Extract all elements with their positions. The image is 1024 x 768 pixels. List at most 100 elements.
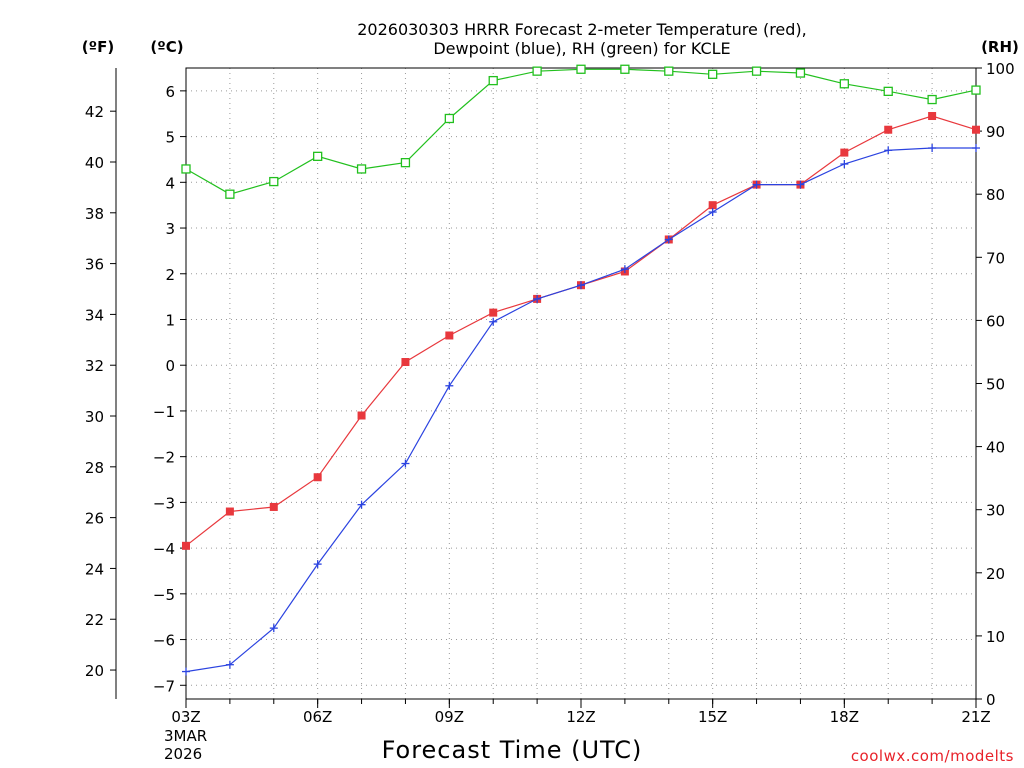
rh-point bbox=[751, 66, 762, 76]
rh-tick-label: 40 bbox=[986, 439, 1005, 457]
celsius-tick-label: −5 bbox=[153, 586, 175, 604]
rh-point bbox=[356, 164, 367, 174]
rh-point bbox=[181, 164, 191, 174]
rh-unit-label: (RH) bbox=[981, 38, 1019, 56]
x-axis-title: Forecast Time (UTC) bbox=[382, 736, 643, 764]
rh-axis: 0 10 20 30 40 50 60 70 80 90 100 bbox=[976, 60, 1015, 709]
fahrenheit-tick-label: 38 bbox=[85, 205, 104, 223]
dewpoint-point bbox=[445, 381, 454, 390]
fahrenheit-tick-label: 20 bbox=[85, 662, 104, 680]
temperature-point bbox=[489, 308, 498, 317]
temperature-point bbox=[357, 411, 366, 420]
rh-tick-label: 100 bbox=[986, 60, 1015, 78]
temperature-point bbox=[972, 125, 980, 134]
celsius-tick-label: 4 bbox=[165, 174, 175, 192]
time-tick-label: 06Z bbox=[303, 708, 332, 726]
time-tick-label: 15Z bbox=[698, 708, 727, 726]
rh-point bbox=[444, 113, 454, 124]
time-tick-label: 09Z bbox=[435, 708, 464, 726]
chart-title-line2: Dewpoint (blue), RH (green) for KCLE bbox=[433, 39, 730, 58]
celsius-axis: −7 −6 −5 −4 −3 −2 −1 0 1 2 3 4 5 6 bbox=[153, 83, 186, 695]
celsius-tick-label: 2 bbox=[165, 266, 175, 284]
rh-tick-label: 90 bbox=[986, 123, 1005, 141]
time-tick-label: 03Z bbox=[171, 708, 200, 726]
celsius-tick-label: 1 bbox=[165, 311, 175, 329]
celsius-unit-label: (ºC) bbox=[150, 38, 183, 56]
rh-tick-label: 60 bbox=[986, 312, 1005, 330]
temperature-point bbox=[445, 331, 454, 340]
rh-point bbox=[532, 66, 542, 76]
celsius-tick-label: 6 bbox=[165, 83, 175, 101]
time-axis: 03Z 06Z 09Z 12Z 15Z 18Z 21Z bbox=[171, 699, 991, 726]
fahrenheit-tick-label: 30 bbox=[85, 408, 104, 426]
time-tick-label: 12Z bbox=[566, 708, 595, 726]
dewpoint-point bbox=[884, 146, 893, 155]
celsius-tick-label: 5 bbox=[165, 129, 175, 147]
time-tick-label: 21Z bbox=[961, 708, 990, 726]
rh-point bbox=[488, 75, 498, 86]
date-label-year: 2026 bbox=[164, 745, 202, 763]
rh-point bbox=[795, 68, 806, 78]
rh-point bbox=[708, 69, 718, 79]
dewpoint-point bbox=[225, 660, 234, 669]
rh-tick-label: 10 bbox=[986, 628, 1005, 646]
dewpoint-point bbox=[357, 500, 366, 509]
dewpoint-point bbox=[269, 624, 278, 633]
celsius-tick-label: −2 bbox=[153, 449, 175, 467]
celsius-tick-label: 3 bbox=[165, 220, 175, 238]
rh-point bbox=[269, 176, 279, 187]
dewpoint-point bbox=[620, 265, 629, 274]
date-label-day: 3MAR bbox=[164, 727, 207, 745]
celsius-tick-label: −1 bbox=[153, 403, 175, 421]
dewpoint-point bbox=[840, 160, 849, 169]
rh-series bbox=[181, 64, 981, 199]
fahrenheit-unit-label: (ºF) bbox=[82, 38, 114, 56]
dewpoint-point bbox=[577, 281, 585, 290]
rh-point bbox=[620, 64, 630, 74]
time-tick-label: 18Z bbox=[830, 708, 859, 726]
fahrenheit-tick-label: 22 bbox=[85, 611, 104, 629]
dewpoint-point bbox=[533, 294, 542, 303]
celsius-tick-label: −3 bbox=[153, 494, 175, 512]
dewpoint-point bbox=[708, 208, 717, 217]
temperature-point bbox=[401, 358, 410, 367]
celsius-tick-label: −7 bbox=[153, 677, 175, 695]
fahrenheit-tick-label: 32 bbox=[85, 357, 104, 375]
dewpoint-point bbox=[489, 317, 498, 326]
rh-point bbox=[400, 157, 411, 168]
temperature-series bbox=[182, 112, 980, 550]
fahrenheit-tick-label: 36 bbox=[85, 256, 104, 274]
temperature-point bbox=[313, 473, 322, 482]
fahrenheit-tick-label: 42 bbox=[85, 103, 104, 121]
fahrenheit-tick-label: 26 bbox=[85, 510, 104, 528]
temperature-line bbox=[185, 115, 977, 547]
chart-title-line1: 2026030303 HRRR Forecast 2-meter Tempera… bbox=[357, 20, 807, 39]
temperature-point bbox=[928, 112, 937, 121]
dewpoint-point bbox=[664, 235, 673, 244]
rh-point bbox=[664, 66, 674, 76]
dewpoint-point bbox=[796, 180, 805, 189]
rh-tick-label: 50 bbox=[986, 376, 1005, 394]
rh-tick-label: 20 bbox=[986, 565, 1005, 583]
fahrenheit-tick-label: 34 bbox=[85, 306, 104, 324]
dewpoint-point bbox=[752, 180, 761, 189]
temperature-point bbox=[225, 507, 234, 516]
dewpoint-point bbox=[182, 667, 190, 676]
fahrenheit-tick-label: 28 bbox=[85, 459, 104, 477]
dewpoint-point bbox=[972, 144, 980, 153]
dewpoint-point bbox=[401, 459, 410, 468]
series-layer bbox=[181, 64, 981, 676]
temperature-point bbox=[840, 148, 849, 157]
credit-link[interactable]: coolwx.com/modelts bbox=[851, 747, 1014, 765]
rh-point bbox=[313, 151, 323, 161]
rh-point bbox=[971, 85, 981, 95]
rh-tick-label: 80 bbox=[986, 186, 1005, 204]
temperature-point bbox=[708, 201, 717, 210]
celsius-tick-label: −6 bbox=[153, 632, 175, 650]
rh-point bbox=[576, 64, 586, 74]
dewpoint-point bbox=[928, 144, 937, 153]
rh-point bbox=[927, 94, 937, 105]
temperature-point bbox=[269, 502, 278, 511]
rh-tick-label: 70 bbox=[986, 249, 1005, 267]
temperature-point bbox=[182, 541, 190, 550]
